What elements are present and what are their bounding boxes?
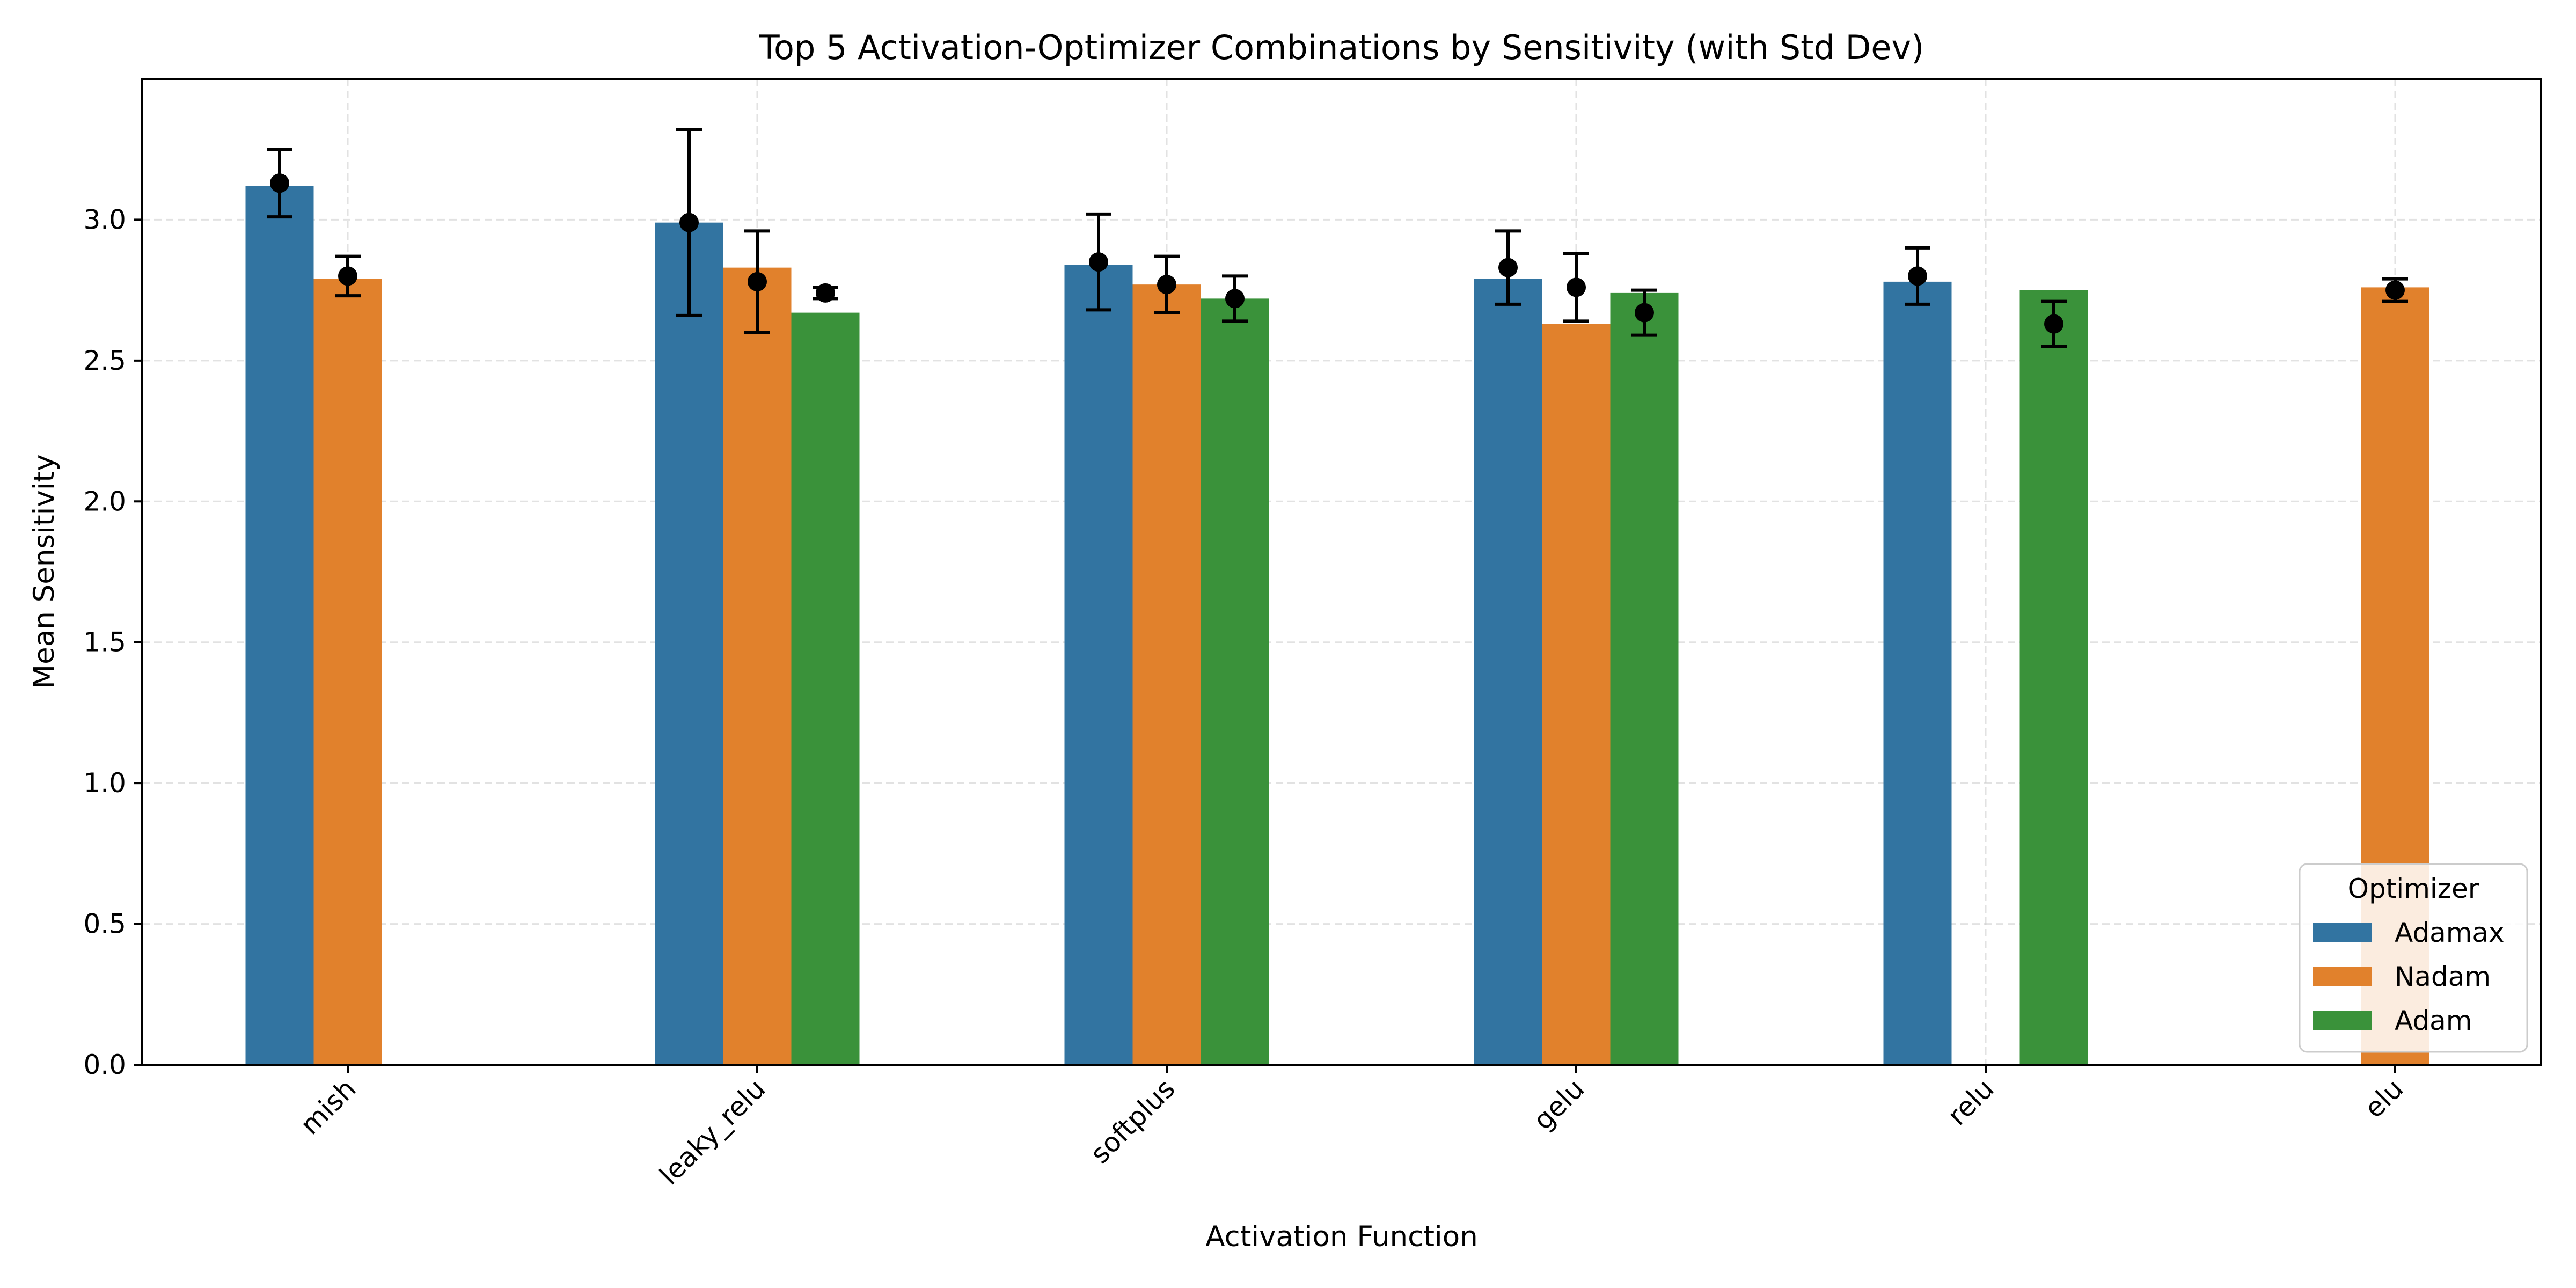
error-bar-adamax-relu [1905, 246, 1930, 306]
y-axis-label: Mean Sensitivity [28, 454, 61, 689]
mean-point-adamax-leaky_relu [679, 213, 699, 232]
y-tick-label: 2.5 [83, 345, 126, 376]
bar-adamax-mish [245, 186, 314, 1065]
legend-swatch-adamax [2313, 923, 2372, 942]
legend-swatch-adam [2313, 1011, 2372, 1030]
error-bar-adam-leaky_relu [813, 283, 838, 303]
mean-point-adam-gelu [1635, 303, 1654, 323]
x-tick-label: softplus [1085, 1073, 1181, 1169]
mean-point-nadam-elu [2385, 280, 2405, 300]
y-tick-label: 3.0 [83, 204, 126, 235]
grid-lines [142, 79, 2541, 1066]
error-bar-adamax-softplus [1086, 212, 1111, 312]
x-tick-label: elu [2358, 1073, 2409, 1124]
bar-nadam-gelu [1542, 324, 1611, 1065]
mean-point-nadam-softplus [1157, 275, 1176, 295]
error-bar-adam-relu [2041, 299, 2067, 348]
y-tick-label: 2.0 [83, 486, 126, 517]
legend-swatch-nadam [2313, 967, 2372, 986]
error-bars [267, 128, 2408, 348]
error-bar-nadam-elu [2382, 277, 2408, 303]
x-tick-label: leaky_relu [654, 1073, 772, 1191]
legend-box [2299, 863, 2528, 1053]
plot-frame [141, 78, 2542, 1066]
bar-adamax-softplus [1064, 265, 1133, 1065]
error-bar-adam-softplus [1222, 274, 1248, 323]
y-tick-label: 0.5 [83, 909, 126, 940]
x-tick-label: gelu [1527, 1073, 1590, 1136]
legend-label-adam: Adam [2395, 1005, 2472, 1036]
x-tick-label: relu [1942, 1073, 2000, 1131]
bar-adamax-gelu [1474, 279, 1542, 1065]
legend-label-adamax: Adamax [2395, 917, 2505, 948]
bars [245, 186, 2429, 1065]
x-axis-label: Activation Function [1205, 1220, 1478, 1253]
bar-adam-relu [2019, 290, 2088, 1065]
x-axis-ticks: mish leaky_relu softplus gelu relu elu [294, 1065, 2409, 1191]
y-tick-label: 1.5 [83, 627, 126, 658]
mean-point-adamax-softplus [1089, 252, 1108, 272]
mean-point-nadam-mish [338, 266, 357, 286]
mean-point-adamax-gelu [1498, 258, 1518, 277]
error-bar-nadam-leaky_relu [744, 229, 770, 334]
legend-label-nadam: Nadam [2395, 961, 2491, 992]
mean-point-adam-softplus [1225, 289, 1245, 309]
bar-adam-leaky_relu [791, 312, 860, 1065]
mean-point-nadam-gelu [1567, 277, 1586, 297]
y-tick-label: 1.0 [83, 767, 126, 799]
bar-nadam-leaky_relu [723, 267, 792, 1065]
bar-adam-gelu [1610, 292, 1679, 1065]
mean-point-adam-leaky_relu [816, 283, 835, 303]
legend: Optimizer Adamax Nadam Adam [2299, 863, 2528, 1053]
error-bar-nadam-softplus [1154, 254, 1180, 314]
error-bar-adamax-mish [267, 148, 292, 219]
bar-adamax-leaky_relu [655, 222, 723, 1065]
error-bar-nadam-gelu [1563, 252, 1589, 323]
bar-nadam-mish [313, 279, 382, 1065]
error-bar-nadam-mish [335, 254, 361, 298]
y-axis-ticks: 0.0 0.5 1.0 1.5 2.0 2.5 3.0 [83, 204, 142, 1080]
mean-point-adamax-mish [270, 173, 289, 193]
mean-point-adam-relu [2044, 314, 2063, 334]
y-tick-label: 0.0 [83, 1049, 126, 1080]
bar-adamax-relu [1883, 281, 1952, 1065]
bar-adam-softplus [1201, 298, 1269, 1065]
x-tick-label: mish [294, 1073, 362, 1140]
error-bar-adam-gelu [1631, 288, 1657, 337]
error-bar-adamax-gelu [1495, 229, 1521, 306]
error-bar-adamax-leaky_relu [676, 128, 702, 317]
chart-title: Top 5 Activation-Optimizer Combinations … [759, 28, 1924, 67]
mean-point-nadam-leaky_relu [748, 272, 767, 291]
mean-point-adamax-relu [1908, 266, 1927, 286]
legend-title: Optimizer [2348, 873, 2479, 904]
bar-nadam-softplus [1132, 284, 1201, 1065]
